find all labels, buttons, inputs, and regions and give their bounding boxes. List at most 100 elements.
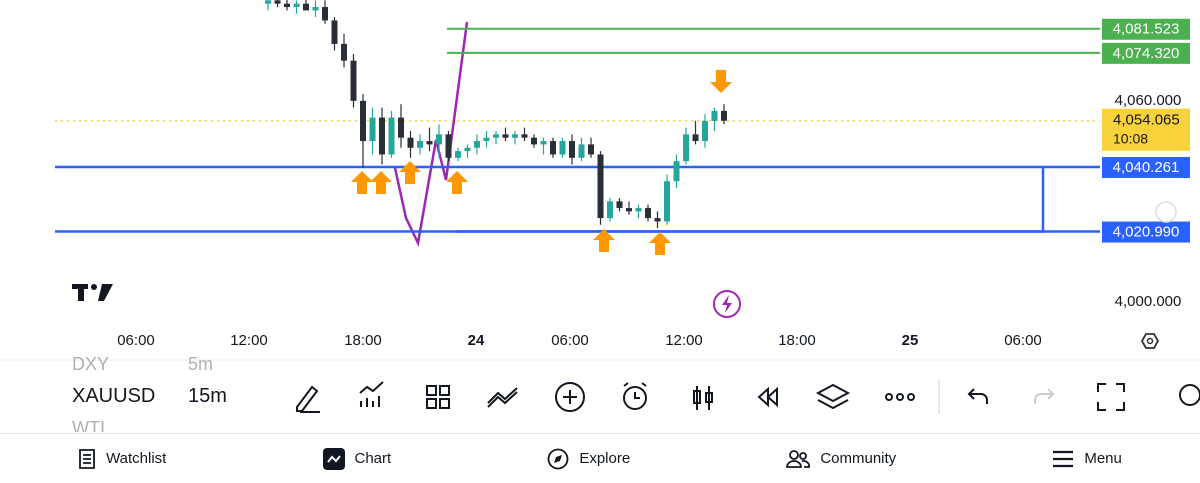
candle-body [407, 137, 414, 148]
settings-icon [1146, 337, 1154, 345]
level-label: 4,081.523 [1113, 21, 1180, 38]
draw-tool[interactable] [296, 385, 320, 413]
add[interactable] [555, 382, 585, 412]
symbol[interactable]: XAUUSD 15m [72, 385, 227, 408]
scroll-handle[interactable] [1155, 201, 1177, 223]
candle-body [578, 144, 585, 158]
candle-body [645, 208, 651, 219]
compare[interactable] [487, 387, 518, 408]
icon [1053, 450, 1074, 467]
candle-body [711, 110, 718, 121]
arrow-annotation [649, 232, 671, 255]
nav-item[interactable]: Watchlist [78, 448, 166, 469]
symbol-interval: 5m [188, 354, 214, 374]
x-tick-label: 25 [902, 332, 919, 349]
candle-body [360, 100, 366, 142]
candle-body [265, 0, 271, 4]
x-tick-label: 12:00 [230, 332, 268, 349]
nav-label: Menu [1084, 450, 1122, 467]
symbol-name: DXY [72, 354, 110, 374]
arrow-annotation [351, 171, 373, 194]
arrow-annotation [710, 70, 732, 93]
replay[interactable] [757, 386, 778, 408]
x-tick-label: 06:00 [117, 332, 155, 349]
icon [322, 447, 345, 470]
level-label-bg [1102, 18, 1190, 40]
candle-body [664, 181, 670, 222]
candle-body [369, 117, 376, 142]
level-label-bg [1102, 221, 1190, 243]
x-tick-label: 18:00 [778, 332, 816, 349]
fullscreen[interactable] [1097, 383, 1125, 411]
x-tick-label: 06:00 [551, 332, 589, 349]
arrow-annotation [593, 229, 615, 252]
level-label-bg [1102, 42, 1190, 64]
symbol-interval: 15m [188, 385, 227, 407]
bottom-nav: Watchlist Chart Explore Community Menu [0, 433, 1200, 483]
candle-body [721, 110, 727, 121]
level-label-bg [1102, 156, 1190, 178]
nav-item[interactable]: Community [786, 449, 896, 469]
candle-body [540, 141, 547, 145]
candle-body [635, 208, 642, 212]
nav-item[interactable]: Explore [547, 448, 630, 470]
candle-body [426, 141, 433, 145]
settings-icon[interactable] [1140, 333, 1160, 349]
candle-body [550, 141, 556, 155]
arrow-annotation [399, 161, 421, 184]
last-price-bg [1102, 108, 1190, 151]
ideas[interactable] [1179, 384, 1200, 406]
undo[interactable] [967, 388, 988, 404]
candle-body [512, 134, 518, 138]
candle-body [626, 208, 632, 212]
alert[interactable] [623, 386, 647, 410]
indicators[interactable] [359, 381, 384, 407]
chart-type[interactable] [693, 386, 713, 410]
candle-body [493, 134, 499, 138]
candle-body [531, 137, 537, 145]
candle-body [673, 161, 680, 182]
symbol[interactable]: DXY 5m [72, 354, 213, 375]
candle-body [474, 141, 480, 148]
y-tick-label: 4,000.000 [1115, 293, 1182, 310]
candle-body [436, 134, 442, 145]
range-box [456, 166, 1045, 233]
candle-body [502, 134, 509, 138]
candle-body [616, 201, 623, 209]
icon [79, 448, 95, 469]
symbol[interactable]: WTI30m [72, 418, 105, 432]
candle-body [398, 117, 404, 138]
drawing [393, 21, 469, 248]
nav-item[interactable]: Menu [1052, 450, 1122, 468]
candle-body [559, 141, 566, 155]
arrow-annotation [446, 171, 468, 194]
arrow-annotation [370, 171, 392, 194]
countdown: 10:08 [1113, 130, 1148, 146]
candle-body [569, 141, 575, 158]
chart: 4,000.000 4,060.000 06:00 12:00 18:00 24 06:00… [0, 0, 1200, 414]
more[interactable] [907, 393, 915, 401]
redo[interactable] [1034, 388, 1055, 404]
x-tick-label: 24 [468, 332, 485, 349]
candle-body [379, 117, 385, 155]
last-price-label: 4,054.065 [1113, 112, 1180, 129]
icon [547, 448, 569, 469]
candle-body [312, 7, 319, 11]
logo [72, 284, 113, 301]
nav-item[interactable]: Chart [322, 447, 392, 470]
candle-body [483, 137, 490, 142]
candle-body [464, 147, 471, 152]
candle-body [388, 117, 395, 155]
candle-body [350, 60, 357, 101]
objects[interactable] [815, 383, 851, 410]
alert-button[interactable] [713, 290, 741, 318]
nav-label: Chart [354, 450, 392, 467]
candle-body [588, 144, 594, 155]
candle-body [322, 7, 328, 21]
layouts[interactable] [426, 385, 450, 409]
candle-body [274, 0, 281, 4]
candle-body [341, 43, 347, 61]
symbol-name: WTI [72, 418, 105, 432]
x-tick-label: 06:00 [1004, 332, 1042, 349]
